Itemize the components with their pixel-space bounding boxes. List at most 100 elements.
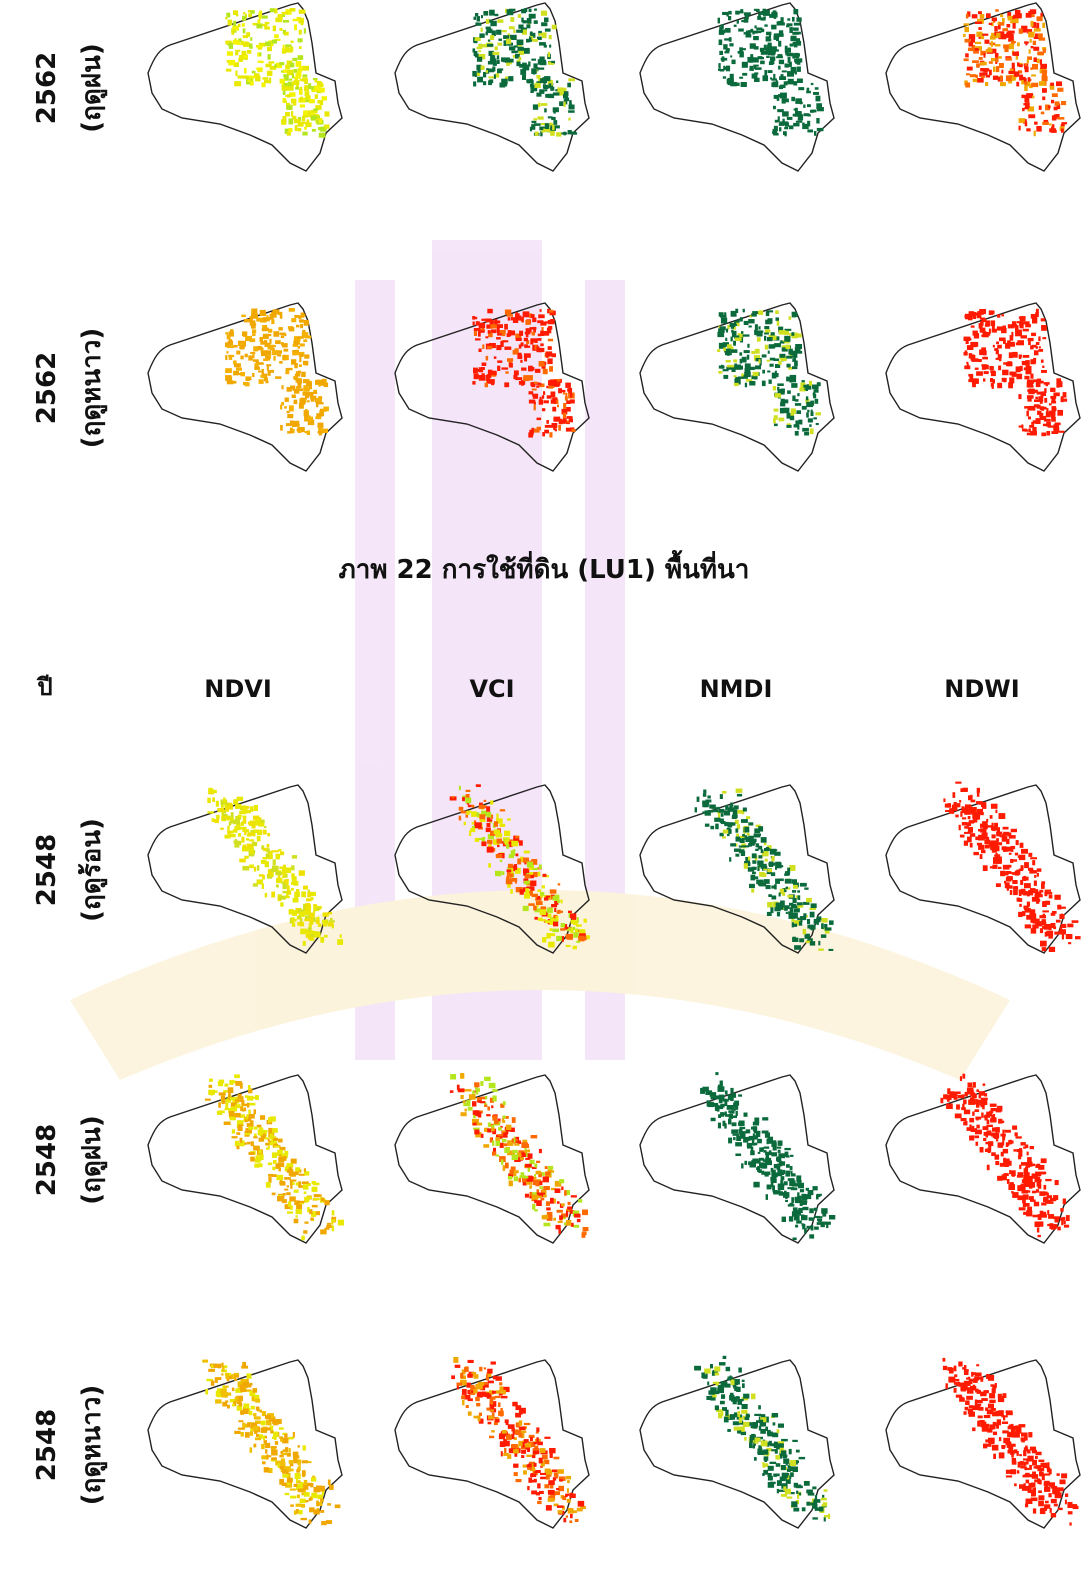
map-patch [807, 104, 811, 107]
map-patch [222, 1100, 226, 1104]
map-patch [247, 1383, 251, 1387]
map-patch [291, 917, 294, 922]
map-patch [567, 1207, 572, 1210]
map-patch [241, 837, 244, 843]
map-patch [492, 1089, 497, 1092]
map-patch [459, 817, 461, 821]
map-patch [286, 892, 288, 897]
map-patch [796, 1175, 801, 1181]
map-patch [216, 801, 219, 807]
map-patch [570, 103, 572, 109]
map-patch [567, 929, 572, 931]
map-patch [565, 1494, 568, 1497]
map-patch [472, 822, 474, 825]
map-patch [1030, 374, 1033, 379]
map-patch [240, 1388, 246, 1392]
map-patch [518, 25, 523, 29]
map-patch [533, 394, 538, 399]
map-patch [296, 1479, 298, 1483]
map-patch [782, 111, 789, 116]
map-patch [543, 84, 546, 89]
map-patch [1027, 1157, 1032, 1162]
map-patch [769, 39, 771, 42]
map-patch [715, 1373, 720, 1376]
map-patch [787, 364, 791, 368]
map-patch [796, 1491, 798, 1494]
map-patch [1054, 1216, 1060, 1219]
map-patch [961, 1118, 967, 1121]
map-patch [1032, 64, 1038, 70]
map-patch [269, 1418, 274, 1421]
map-patch [534, 1174, 536, 1177]
map-patch [1027, 892, 1030, 897]
map-patch [745, 368, 751, 373]
map-patch [714, 818, 720, 822]
map-patch [266, 854, 269, 858]
map-patch [978, 845, 984, 850]
map-patch [1002, 18, 1005, 23]
map-patch [297, 429, 300, 432]
map-patch [734, 1387, 740, 1391]
map-patch [989, 70, 992, 76]
map-patch [245, 1133, 251, 1135]
map-patch [780, 408, 784, 414]
map-patch [307, 400, 310, 402]
map-patch [489, 79, 493, 83]
map-patch [498, 1127, 502, 1131]
map-patch [465, 1089, 472, 1091]
map-patch [556, 916, 559, 921]
map-patch [791, 1197, 794, 1203]
map-patch [1019, 75, 1023, 81]
map-patch [466, 790, 471, 792]
map-patch [303, 339, 307, 342]
map-patch [506, 1125, 512, 1130]
map-patch [795, 344, 802, 349]
map-patch [275, 872, 282, 876]
map-patch [538, 314, 545, 318]
map-patch [508, 1424, 515, 1429]
map-patch [308, 83, 311, 89]
map-patch [1044, 1185, 1047, 1190]
map-patch [231, 30, 234, 35]
map-patch [274, 34, 279, 38]
map-patch [992, 379, 995, 383]
map-patch [247, 844, 253, 848]
map-patch [754, 1457, 757, 1461]
map-patch [522, 20, 526, 23]
map-patch [547, 395, 552, 398]
map-patch [1035, 34, 1038, 38]
map-patch [779, 1161, 785, 1165]
map-patch [292, 910, 297, 916]
map-patch [771, 872, 775, 876]
map-patch [1072, 920, 1079, 923]
map-patch [294, 1219, 299, 1224]
map-patch [299, 66, 302, 71]
map-patch [513, 849, 516, 851]
map-patch [799, 1457, 806, 1459]
map-patch [239, 1143, 244, 1146]
map-patch [535, 369, 541, 373]
map-patch [787, 868, 790, 874]
map-patch [797, 1494, 799, 1498]
map-patch [290, 1504, 294, 1507]
map-patch [741, 331, 743, 334]
map-patch [225, 1108, 231, 1110]
map-patch [511, 850, 516, 855]
map-patch [737, 319, 740, 322]
map-patch [547, 358, 552, 364]
map-patch [969, 353, 973, 358]
map-patch [1002, 28, 1008, 31]
map-patch [498, 68, 503, 70]
map-patch [1055, 1180, 1059, 1185]
map-patch [759, 1162, 766, 1168]
map-patch [316, 920, 320, 924]
map-patch [245, 1432, 250, 1438]
map-patch [717, 349, 720, 352]
map-patch [759, 872, 765, 877]
map-patch [532, 318, 536, 323]
map-patch [789, 865, 795, 871]
map-patch [792, 366, 797, 369]
map-patch [766, 1194, 768, 1200]
map-patch [790, 1472, 794, 1477]
map-patch [567, 1499, 571, 1503]
